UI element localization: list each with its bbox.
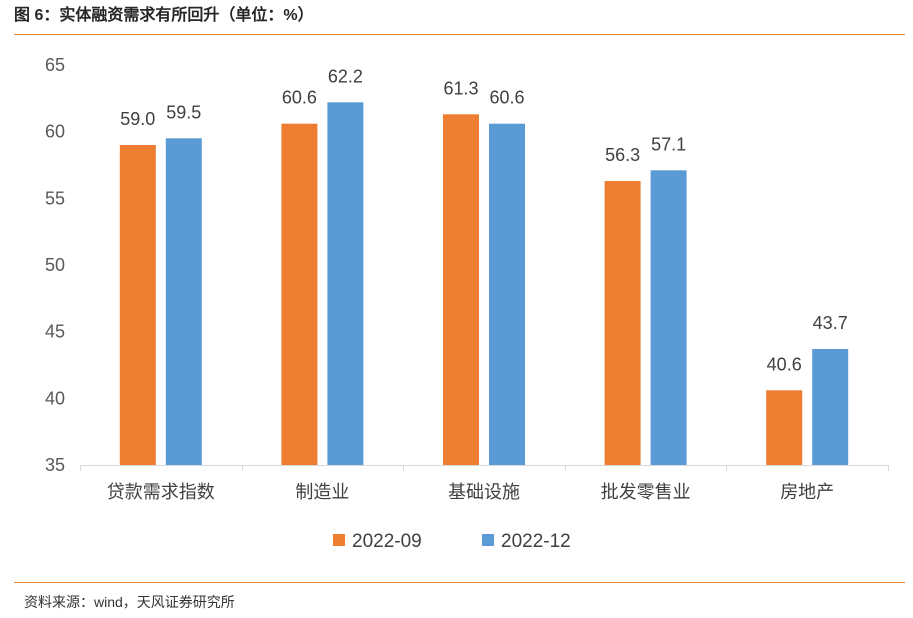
bar bbox=[604, 181, 641, 465]
x-tick-label: 批发零售业 bbox=[601, 482, 691, 502]
legend-label: 2022-09 bbox=[352, 531, 422, 552]
y-tick-label: 50 bbox=[45, 255, 65, 275]
bar bbox=[812, 349, 849, 465]
legend-swatch bbox=[333, 534, 345, 546]
data-label: 60.6 bbox=[282, 88, 317, 108]
footer-divider bbox=[14, 582, 905, 583]
x-tick-label: 房地产 bbox=[780, 482, 834, 502]
data-label: 61.3 bbox=[443, 78, 478, 98]
x-tick-label: 贷款需求指数 bbox=[107, 482, 215, 502]
title-divider bbox=[14, 34, 905, 35]
y-tick-label: 60 bbox=[45, 122, 65, 142]
data-label: 40.6 bbox=[767, 354, 802, 374]
chart-title: 图 6：实体融资需求有所回升（单位：%） bbox=[14, 7, 314, 24]
data-label: 59.0 bbox=[120, 109, 155, 129]
bar bbox=[650, 170, 687, 466]
bar bbox=[766, 390, 803, 465]
source-note: 资料来源：wind，天风证券研究所 bbox=[24, 594, 235, 610]
x-tick-label: 基础设施 bbox=[448, 482, 520, 502]
bar bbox=[165, 138, 202, 466]
bar bbox=[327, 102, 364, 466]
x-tick-label: 制造业 bbox=[295, 482, 349, 502]
bar bbox=[281, 123, 318, 465]
bar bbox=[119, 145, 156, 465]
data-label: 43.7 bbox=[813, 313, 848, 333]
bar bbox=[443, 114, 479, 466]
y-tick-label: 55 bbox=[45, 188, 65, 208]
legend-swatch bbox=[482, 534, 494, 546]
y-tick-label: 40 bbox=[45, 388, 65, 408]
y-tick-label: 35 bbox=[45, 455, 65, 475]
y-tick-label: 45 bbox=[45, 322, 65, 342]
legend-label: 2022-12 bbox=[501, 531, 571, 552]
bar bbox=[489, 123, 525, 465]
legend: 2022-09 2022-12 bbox=[333, 531, 571, 552]
x-axis: 贷款需求指数 制造业 基础设施 批发零售业 房地产 bbox=[80, 465, 889, 502]
data-label: 56.3 bbox=[605, 145, 640, 165]
data-label: 57.1 bbox=[651, 134, 686, 154]
data-label: 59.5 bbox=[166, 102, 201, 122]
bar-series-1: 59.0 60.6 61.3 56.3 40.6 bbox=[119, 78, 803, 466]
y-axis: 35 40 45 50 55 60 65 bbox=[45, 55, 65, 475]
y-tick-label: 65 bbox=[45, 55, 65, 75]
data-label: 60.6 bbox=[489, 88, 524, 108]
bar-series-2: 59.5 62.2 60.6 57.1 43.7 bbox=[165, 66, 849, 466]
data-label: 62.2 bbox=[328, 66, 363, 86]
